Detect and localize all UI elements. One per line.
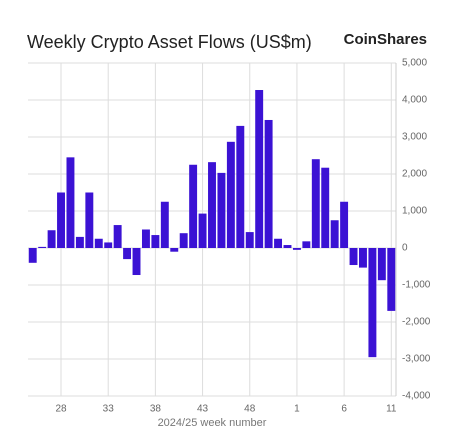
bar — [377, 248, 386, 281]
bar — [198, 213, 207, 248]
bar — [57, 192, 65, 248]
bar — [132, 248, 141, 276]
y-tick-label: 1,000 — [402, 206, 427, 217]
x-tick-label: 33 — [103, 404, 115, 415]
bar — [160, 201, 169, 248]
bar — [226, 141, 235, 248]
bar — [340, 201, 349, 248]
bar — [189, 164, 198, 248]
bar — [141, 229, 150, 248]
y-tick-label: -2,000 — [402, 317, 431, 328]
x-tick-label: 48 — [244, 404, 256, 415]
y-tick-label: -4,000 — [402, 391, 431, 402]
x-tick-label: 1 — [294, 404, 300, 415]
bar — [387, 248, 396, 311]
bar — [255, 90, 264, 248]
bar — [292, 248, 301, 250]
y-tick-label: 2,000 — [402, 169, 427, 180]
bar — [38, 246, 47, 248]
bar — [359, 248, 367, 268]
y-tick-label: -3,000 — [402, 354, 431, 365]
x-tick-label: 43 — [197, 404, 209, 415]
bar — [264, 119, 273, 248]
bar — [151, 235, 160, 248]
bar — [311, 159, 320, 248]
x-tick-label: 28 — [55, 404, 67, 415]
bar — [217, 172, 226, 248]
bar — [170, 248, 179, 252]
bar — [368, 248, 377, 358]
bar — [104, 242, 113, 248]
logo: CoinShares — [344, 31, 427, 48]
bar — [283, 245, 292, 248]
y-tick-label: 0 — [402, 243, 408, 254]
x-tick-label: 38 — [150, 404, 162, 415]
bar — [245, 232, 254, 248]
y-tick-label: 4,000 — [402, 95, 427, 106]
bar — [66, 157, 75, 248]
bar — [349, 248, 358, 266]
bar — [302, 241, 311, 248]
bar — [236, 125, 245, 248]
x-tick-label: 6 — [341, 404, 347, 415]
bar — [123, 248, 132, 260]
bar — [75, 236, 84, 248]
bar — [28, 248, 37, 263]
y-tick-label: -1,000 — [402, 280, 431, 291]
bar — [113, 225, 122, 248]
bar — [179, 233, 188, 248]
bar — [330, 220, 339, 248]
bar — [85, 192, 94, 248]
bar — [94, 238, 103, 248]
x-tick-label: 11 — [386, 404, 397, 415]
bar — [321, 167, 330, 248]
bar — [274, 238, 283, 248]
chart-title: Weekly Crypto Asset Flows (US$m) — [27, 32, 312, 52]
x-axis-label: 2024/25 week number — [158, 417, 267, 429]
bar — [47, 230, 56, 248]
bar — [208, 162, 216, 248]
y-tick-label: 5,000 — [402, 58, 427, 69]
y-tick-label: 3,000 — [402, 132, 427, 143]
